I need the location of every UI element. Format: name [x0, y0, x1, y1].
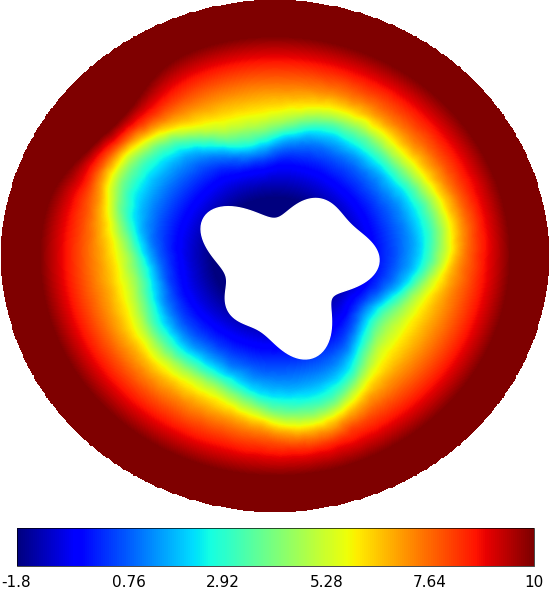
Polygon shape	[201, 198, 379, 359]
